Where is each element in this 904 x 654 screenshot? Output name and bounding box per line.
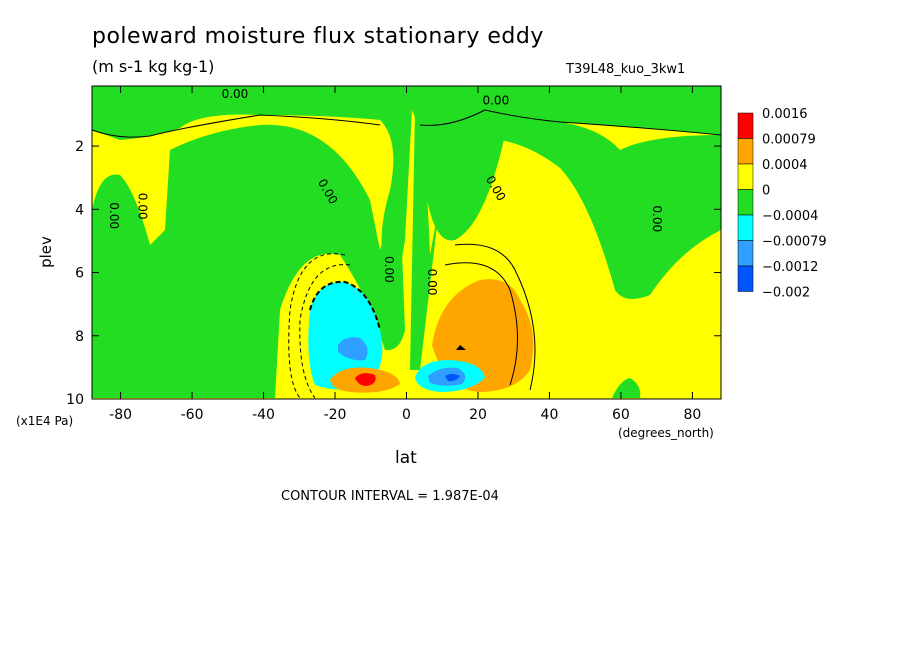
y-tick-label: 2 [75,139,84,155]
x-tick-label: -60 [181,407,204,423]
x-tick-label: 60 [612,407,630,423]
x-axis-label: lat [395,448,417,468]
x-tick-label: -40 [252,407,275,423]
x-tick-label: 20 [469,407,487,423]
contour-fill-layer [92,86,721,399]
x-tick-label: -20 [324,407,347,423]
legend-swatch [737,138,754,165]
color-legend: 0.0016 0.00079 0.0004 0 −0.0004 −0.00079 −0.00… [737,107,827,301]
contour-label: 0.00 [222,87,249,101]
x-tick-label: 0 [402,407,411,423]
legend-label: 0.00079 [762,133,816,148]
contour-label: 0.00 [107,202,121,229]
chart-title: poleward moisture flux stationary eddy [92,24,544,49]
axis-ticks: -80 -60 -40 -20 0 20 40 60 80 2 4 6 8 10 [66,86,721,423]
x-axis-unit: (degrees_north) [618,426,714,440]
contour-lines [91,109,722,399]
x-tick-label: 40 [541,407,559,423]
contour-label: 0.00 [650,205,664,232]
y-tick-label: 10 [66,392,84,408]
legend-swatch [737,112,754,139]
chart-units: (m s-1 kg kg-1) [92,57,215,76]
y-axis-unit: (x1E4 Pa) [16,414,74,428]
contour-label: 0.00 [382,256,396,283]
y-tick-label: 6 [75,266,84,282]
y-tick-label: 4 [75,202,84,218]
contour-label: 0.00 [135,193,149,220]
legend-swatch [737,265,754,292]
contour-label: 0.00 [482,93,509,107]
legend-label: 0.0016 [762,107,808,122]
y-tick-label: 8 [75,329,84,345]
legend-swatch [737,189,754,216]
legend-label: −0.0012 [762,260,818,275]
legend-label: 0 [762,184,770,199]
x-tick-label: -80 [109,407,132,423]
legend-swatch [737,163,754,190]
legend-swatch [737,240,754,267]
contour-label: 0.00 [425,269,439,296]
x-tick-label: 80 [683,407,701,423]
legend-swatch [737,214,754,241]
legend-label: −0.00079 [762,235,827,250]
contour-interval: CONTOUR INTERVAL = 1.987E-04 [281,489,499,504]
legend-label: 0.0004 [762,158,808,173]
legend-label: −0.0004 [762,209,818,224]
legend-label: −0.002 [762,286,810,301]
run-label: T39L48_kuo_3kw1 [566,62,686,77]
